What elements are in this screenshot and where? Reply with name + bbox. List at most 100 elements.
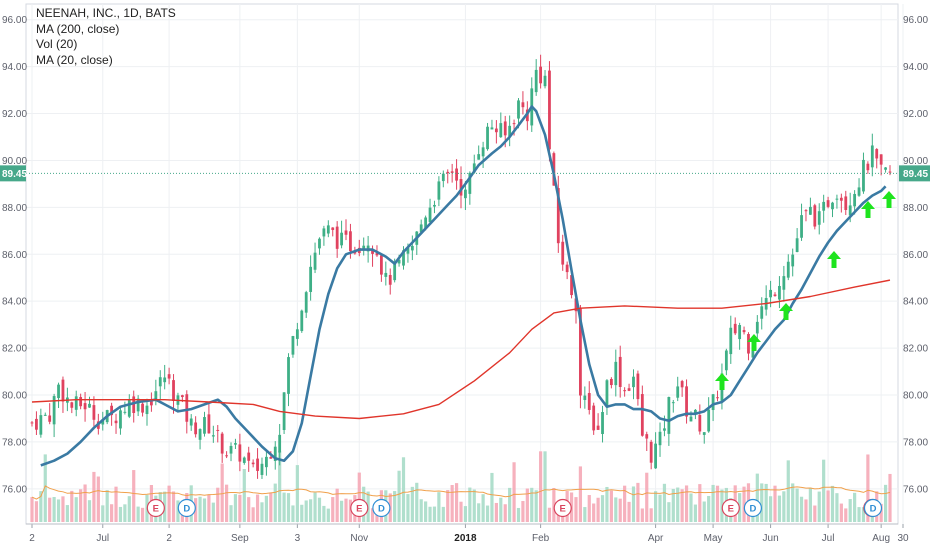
event-markers: EDEDEEDED bbox=[146, 498, 883, 518]
volume-bar bbox=[132, 470, 136, 522]
candle-body bbox=[35, 418, 38, 430]
volume-bar bbox=[525, 488, 529, 522]
candle-body bbox=[499, 123, 503, 138]
x-tick-label: Nov bbox=[350, 533, 368, 544]
volume-bar bbox=[255, 494, 260, 522]
candle-body bbox=[694, 409, 697, 414]
candle-body bbox=[92, 405, 96, 420]
candles bbox=[30, 54, 892, 479]
volume-bar bbox=[30, 497, 34, 522]
volume-bar bbox=[804, 499, 808, 522]
candle-body bbox=[875, 149, 879, 159]
volume-bar bbox=[477, 503, 481, 522]
event-label: E bbox=[728, 504, 734, 515]
candle-body bbox=[587, 392, 591, 410]
y-tick-right: 88.00 bbox=[903, 203, 928, 214]
y-tick-right: 92.00 bbox=[903, 109, 928, 120]
candle-body bbox=[760, 306, 764, 319]
volume-bar bbox=[459, 501, 463, 522]
volume-bar bbox=[105, 490, 109, 522]
volume-bar bbox=[494, 502, 498, 522]
volume-bar bbox=[61, 496, 65, 522]
candle-body bbox=[517, 100, 520, 119]
volume-bar bbox=[539, 451, 543, 522]
earnings-marker: E bbox=[350, 498, 369, 518]
candle-body bbox=[39, 415, 43, 435]
y-tick-left: 90.00 bbox=[2, 156, 27, 167]
event-circle bbox=[146, 498, 165, 518]
candle-body bbox=[30, 422, 34, 424]
candle-body bbox=[565, 264, 569, 273]
candle-body bbox=[786, 261, 790, 278]
up-arrow-icon bbox=[882, 191, 896, 208]
volume-bar bbox=[822, 459, 826, 522]
candle-body bbox=[353, 251, 357, 254]
volume-bar bbox=[587, 495, 591, 522]
volume-bar bbox=[295, 465, 299, 522]
volume-bar bbox=[406, 494, 410, 522]
candle-body bbox=[260, 463, 264, 475]
volume-bar bbox=[618, 498, 622, 522]
volume-bar bbox=[202, 498, 207, 522]
candle-body bbox=[592, 405, 596, 431]
y-tick-left: 94.00 bbox=[2, 62, 27, 73]
volume-bar bbox=[70, 490, 74, 522]
event-label: D bbox=[749, 504, 756, 515]
volume-bar bbox=[481, 494, 485, 522]
volume-bar bbox=[322, 505, 326, 522]
candle-body bbox=[579, 308, 582, 396]
event-circle bbox=[372, 498, 391, 518]
volume-bar bbox=[79, 489, 83, 522]
volume-bar bbox=[707, 495, 711, 522]
candle-body bbox=[724, 350, 728, 371]
volume-bar bbox=[534, 490, 538, 522]
up-arrow-icon bbox=[715, 373, 729, 390]
volume-bar bbox=[653, 491, 658, 522]
candle-body bbox=[570, 275, 573, 296]
volume-bar bbox=[547, 507, 552, 522]
volume-bar bbox=[698, 484, 702, 522]
candle-body bbox=[145, 405, 149, 415]
candle-body bbox=[738, 325, 742, 340]
candle-body bbox=[349, 231, 352, 252]
candle-body bbox=[123, 411, 127, 413]
candle-body bbox=[322, 228, 326, 237]
candle-body bbox=[167, 374, 171, 379]
event-circle bbox=[553, 498, 572, 518]
candle-body bbox=[384, 272, 388, 277]
candle-body bbox=[804, 210, 808, 212]
up-arrows bbox=[715, 191, 896, 390]
candle-body bbox=[640, 394, 644, 436]
candle-body bbox=[702, 432, 706, 435]
volume-bar bbox=[468, 487, 472, 522]
volume-bar bbox=[96, 476, 100, 522]
candle-body bbox=[870, 145, 874, 168]
candle-body bbox=[150, 400, 153, 406]
volume-bar bbox=[658, 494, 662, 522]
candle-body bbox=[234, 443, 237, 445]
candle-body bbox=[154, 391, 158, 400]
volume-bar bbox=[344, 498, 348, 522]
volume-bar bbox=[229, 505, 233, 522]
x-tick-label: Apr bbox=[648, 533, 664, 544]
event-label: D bbox=[183, 504, 190, 515]
candle-body bbox=[822, 201, 826, 211]
candle-body bbox=[583, 395, 587, 401]
volume-bar bbox=[830, 485, 835, 522]
volume-bar bbox=[861, 507, 866, 522]
candle-body bbox=[490, 127, 494, 130]
candle-body bbox=[282, 392, 286, 431]
volume-bar bbox=[286, 493, 291, 522]
volume-bar bbox=[114, 486, 118, 522]
volume-bar bbox=[92, 471, 96, 522]
candle-body bbox=[119, 410, 122, 429]
volume-bar bbox=[786, 460, 790, 522]
volume-bar bbox=[415, 482, 419, 522]
candle-body bbox=[561, 241, 565, 265]
candle-body bbox=[393, 261, 397, 281]
volume-ma-line bbox=[31, 485, 891, 500]
candle-body bbox=[800, 215, 803, 238]
candle-body bbox=[74, 396, 78, 410]
